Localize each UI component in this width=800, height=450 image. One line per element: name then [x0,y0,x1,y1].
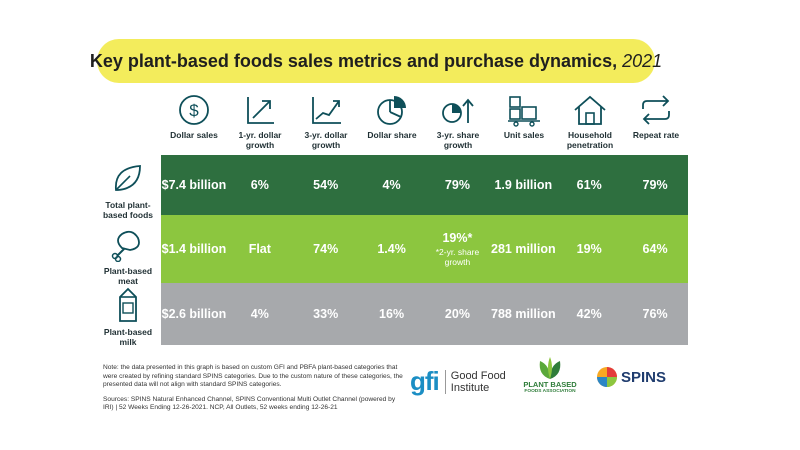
cell: $1.4 billion [161,242,227,256]
gfi-mark: gfi [410,366,440,396]
repeat-icon [642,95,670,125]
pba-leaves-icon [539,357,561,379]
boxes-icon [508,96,540,127]
note-text: Note: the data presented in this graph i… [103,364,403,389]
title-year: 2021 [622,50,663,71]
cell: 76% [642,307,668,321]
col-head-3yr-growth: 3-yr. dollar growth [293,93,359,150]
svg-text:$: $ [189,101,199,120]
col-label: 1-yr. dollar growth [238,130,282,150]
col-label: 3-yr. dollar growth [304,130,348,150]
cell-value: 19%* [442,231,473,245]
cell: 4% [250,307,269,321]
cell: 281 million [491,242,556,256]
cell: 54% [313,178,339,192]
cell: 1.4% [377,242,406,256]
col-label: Household penetration [566,130,614,150]
row-total-plant-based: $7.4 billion 6% 54% 4% 79% 1.9 billion 6… [161,155,688,215]
col-head-1yr-growth: 1-yr. dollar growth [227,93,293,150]
pie-chart-icon [377,96,406,125]
growth-chart-icon [312,97,341,124]
col-label: Dollar sales [170,130,218,140]
cell: 33% [313,307,339,321]
gfi-logo: gfi Good Food Institute [410,366,506,397]
leaf-icon [115,165,141,191]
milk-carton-icon [119,287,137,322]
col-head-repeat-rate: Repeat rate [623,93,689,140]
cell: 42% [576,307,602,321]
house-icon [574,95,606,125]
cell: 64% [642,242,668,256]
row-label: Total plant-based foods [102,200,154,220]
col-label: Repeat rate [632,130,680,140]
footnotes: Note: the data presented in this graph i… [103,364,403,413]
cell: 79% [444,178,470,192]
spins-logo: SPINS [596,366,666,388]
col-head-household: Household penetration [557,93,623,150]
col-label: Unit sales [503,130,545,140]
pba-line1: PLANT BASED [523,380,577,389]
row-head-meat: Plant-based meat [95,226,161,286]
spins-globe-icon [597,367,617,387]
cell: 20% [444,307,470,321]
col-label: 3-yr. share growth [436,130,480,150]
cell: 61% [576,178,602,192]
col-head-unit-sales: Unit sales [491,93,557,140]
cell: 16% [379,307,405,321]
cell: 788 million [491,307,556,321]
chart-title: Key plant-based foods sales metrics and … [90,39,662,83]
cell: 4% [382,178,401,192]
cell: $7.4 billion [161,178,227,192]
row-head-total: Total plant-based foods [95,160,161,220]
cell: 74% [313,242,339,256]
row-head-milk: Plant-based milk [95,287,161,347]
cell-share-growth: 19%* *2-yr. share growth [425,215,491,283]
cell: 79% [642,178,668,192]
dollar-icon: $ [179,95,209,125]
pba-logo: PLANT BASED FOODS ASSOCIATION [514,355,586,394]
col-label: Dollar share [367,130,417,140]
sources-text: Sources: SPINS Natural Enhanced Channel,… [103,395,396,412]
trend-up-icon [247,97,274,124]
cell: $2.6 billion [161,307,227,321]
col-head-dollar-sales: $ Dollar sales [161,93,227,140]
row-label: Plant-based milk [103,327,153,347]
row-label: Plant-based meat [103,266,153,286]
row-plant-based-milk: $2.6 billion 4% 33% 16% 20% 788 million … [161,283,688,345]
col-head-dollar-share: Dollar share [359,93,425,140]
title-main: Key plant-based foods sales metrics and … [89,50,618,71]
row-plant-based-meat: $1.4 billion Flat 74% 1.4% 19%* *2-yr. s… [161,215,688,283]
cell-footnote: *2-yr. share growth [435,247,480,267]
drumstick-icon [111,230,140,262]
pba-line2: FOODS ASSOCIATION [524,389,576,394]
cell: 6% [250,178,269,192]
share-growth-icon [442,98,474,123]
spins-text: SPINS [621,368,667,386]
cell: Flat [248,242,271,256]
cell: 1.9 billion [494,178,553,192]
gfi-text: Good Food Institute [444,369,506,394]
gfi-line1: Good Food [450,369,506,382]
cell: 19% [576,242,602,256]
gfi-line2: Institute [450,381,490,394]
col-head-share-growth: 3-yr. share growth [425,93,491,150]
